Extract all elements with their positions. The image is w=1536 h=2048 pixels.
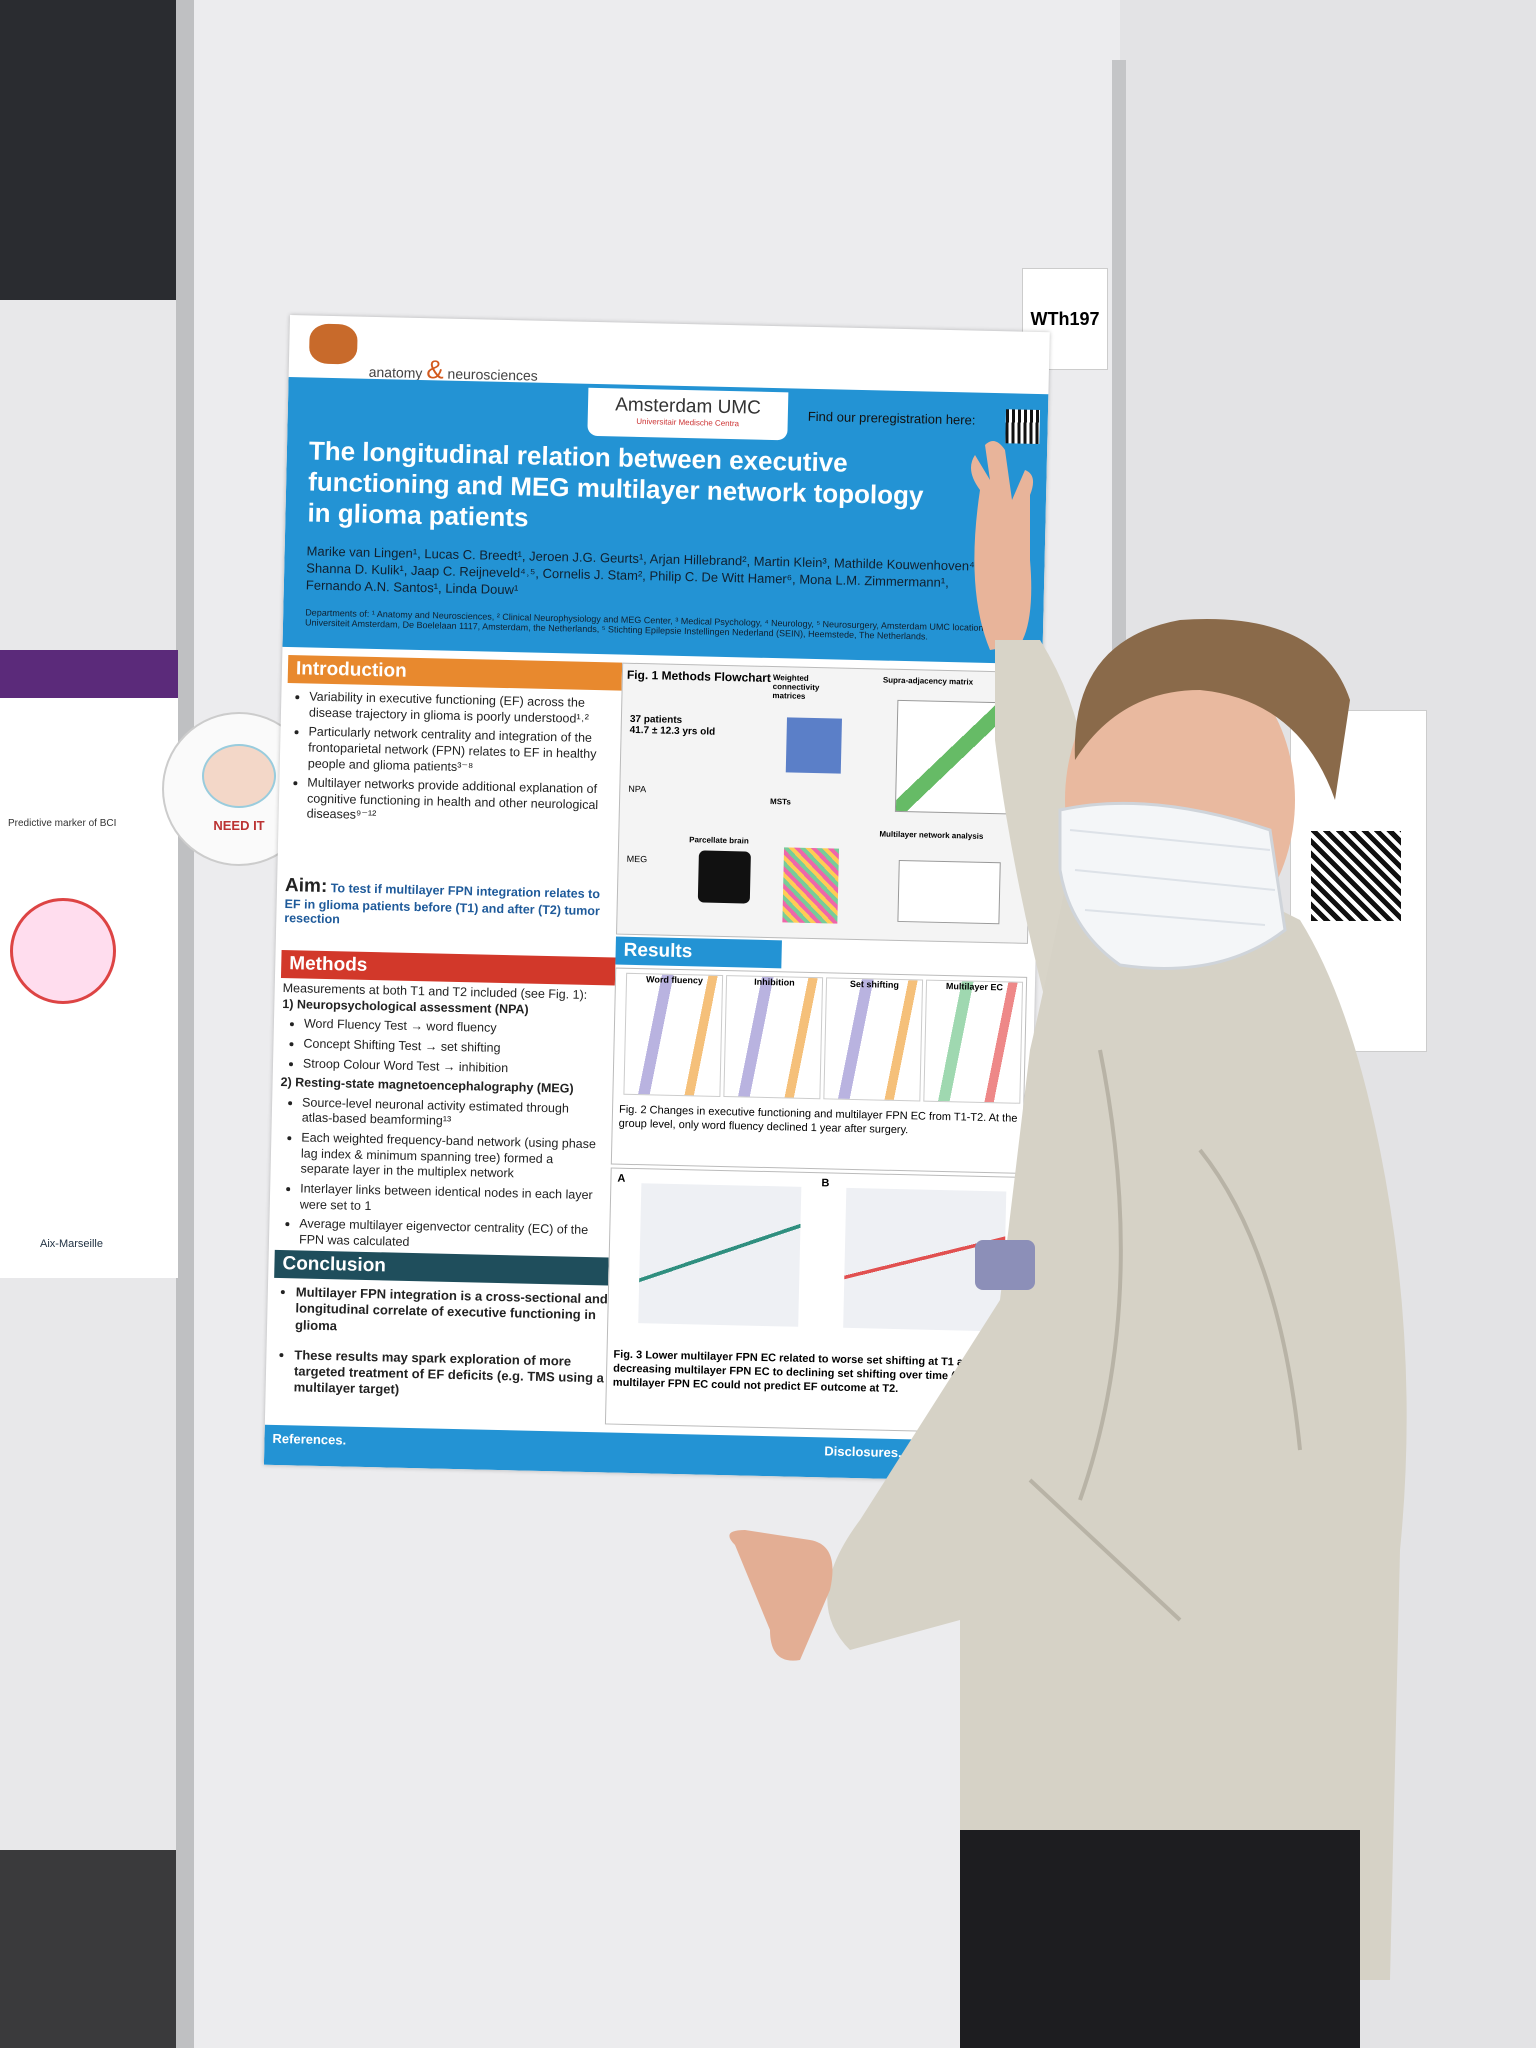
sticker-text: NEED IT	[213, 818, 265, 833]
board-frame	[176, 0, 194, 2048]
coat	[827, 760, 1407, 1980]
neighbor-figure	[10, 898, 116, 1004]
mask-pleats	[1069, 829, 1276, 926]
sticker-face	[202, 744, 276, 808]
neighbor-logo: Aix-Marseille	[40, 1238, 103, 1250]
hair	[1074, 619, 1350, 800]
floor	[0, 1850, 180, 2048]
phone	[975, 1240, 1035, 1290]
neighbor-title: Predictive marker of BCI	[8, 818, 117, 829]
trousers	[960, 1830, 1360, 2048]
qr-code	[1311, 831, 1401, 921]
neighbor-poster: Predictive marker of BCI Aix-Marseille	[0, 650, 178, 1278]
face-mask	[1058, 801, 1287, 970]
booth-label: WTh197	[1022, 268, 1108, 370]
pointing-hand	[729, 1530, 833, 1661]
ceiling	[0, 0, 190, 300]
coat-folds	[1028, 1049, 1302, 1622]
raised-hand	[971, 441, 1034, 650]
